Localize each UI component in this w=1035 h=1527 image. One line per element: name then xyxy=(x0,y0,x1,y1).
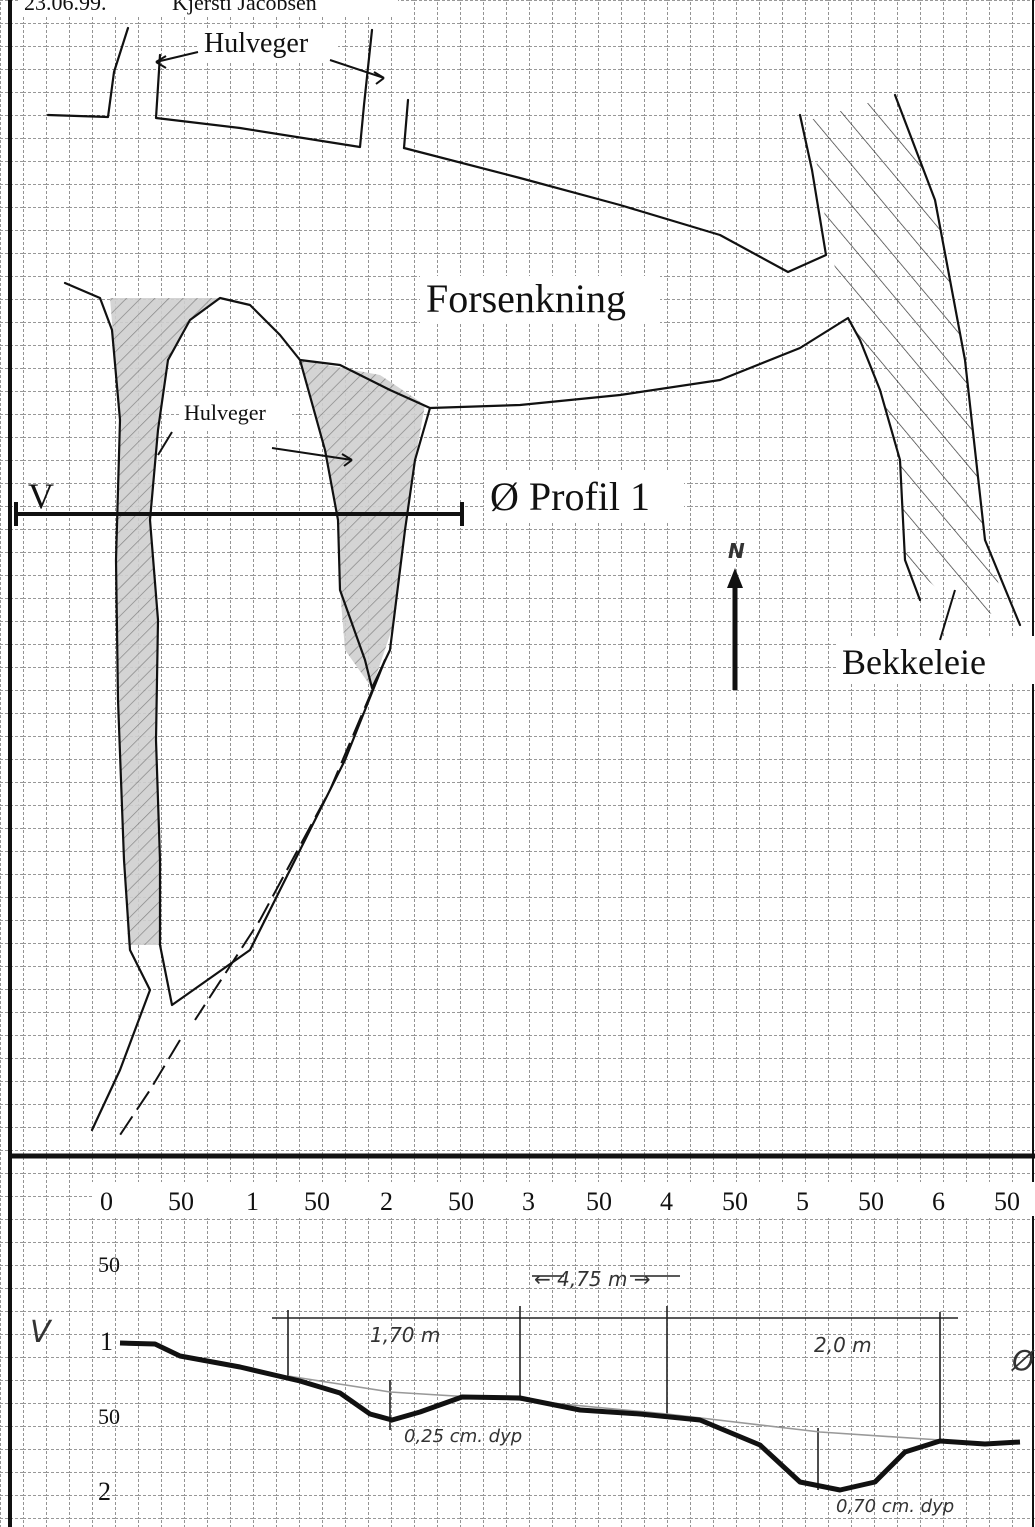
stream-bed-fill xyxy=(810,95,1010,620)
hollow-way-left-fill xyxy=(110,298,220,945)
depth-tick: 2 xyxy=(98,1477,111,1506)
distance-axis: 0 50 1 50 2 50 3 50 4 50 5 50 6 50 xyxy=(100,1187,1020,1216)
annotation-span-center: ← 4,75 m → xyxy=(534,1267,651,1291)
annotation-span-right: 2,0 m xyxy=(814,1333,872,1357)
depth-tick: 1 xyxy=(100,1327,113,1356)
annotation-depth-right: 0,70 cm. dyp xyxy=(836,1496,954,1517)
depth-tick: 50 xyxy=(98,1252,120,1277)
ground-surface-reference xyxy=(287,1375,941,1441)
label-profile: Ø Profil 1 xyxy=(490,474,650,519)
terrain-profile-curve xyxy=(119,1340,1021,1493)
distance-tick: 3 xyxy=(522,1187,535,1216)
plan-outlines xyxy=(46,26,1022,1132)
distance-tick: 50 xyxy=(304,1187,330,1216)
label-bg xyxy=(198,28,338,62)
leader-arrows xyxy=(155,51,956,641)
depth-tick: 50 xyxy=(98,1404,120,1429)
distance-tick: 2 xyxy=(380,1187,393,1216)
header-date: 23.06.99. xyxy=(24,0,107,15)
distance-tick: 50 xyxy=(168,1187,194,1216)
distance-tick: 5 xyxy=(796,1187,809,1216)
distance-tick: 4 xyxy=(660,1187,673,1216)
hollow-way-right-fill xyxy=(300,360,425,688)
annotation-depth-left: 0,25 cm. dyp xyxy=(404,1426,522,1447)
plan-dashed-edges xyxy=(117,659,386,1139)
distance-tick: 6 xyxy=(932,1187,945,1216)
north-arrow-head-icon xyxy=(727,568,743,588)
distance-tick: 0 xyxy=(100,1187,113,1216)
label-bg xyxy=(420,276,660,324)
profile-east-mark: Ø xyxy=(1011,1344,1035,1377)
label-forsenkning: Forsenkning xyxy=(426,276,626,321)
label-bg xyxy=(92,1182,1035,1216)
profile-west-mark: V xyxy=(30,1315,53,1350)
distance-tick: 50 xyxy=(448,1187,474,1216)
distance-tick: 50 xyxy=(858,1187,884,1216)
label-bg xyxy=(180,398,292,430)
label-bekkeleie: Bekkeleie xyxy=(842,642,986,682)
distance-tick: 50 xyxy=(722,1187,748,1216)
label-bg xyxy=(18,0,398,16)
depth-axis: 50 1 50 2 xyxy=(98,1252,120,1506)
annotation-span-left: 1,70 m xyxy=(370,1323,440,1347)
label-bg xyxy=(484,472,684,522)
label-west: V xyxy=(28,476,54,516)
label-bg xyxy=(838,636,1035,684)
label-hulveger-top: Hulveger xyxy=(204,28,309,59)
distance-tick: 50 xyxy=(994,1187,1020,1216)
label-hulveger-mid: Hulveger xyxy=(184,400,267,425)
label-north: N xyxy=(728,539,745,563)
distance-tick: 50 xyxy=(586,1187,612,1216)
header-author: Kjersti Jacobsen xyxy=(172,0,317,15)
distance-tick: 1 xyxy=(246,1187,259,1216)
